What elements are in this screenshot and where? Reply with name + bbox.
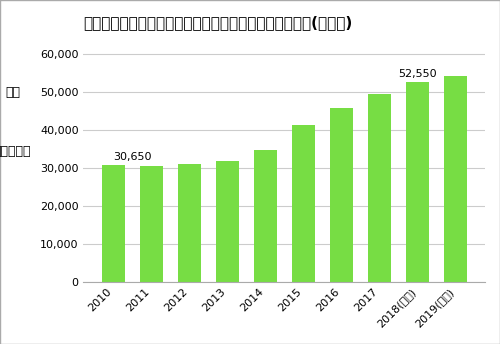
Text: 30,650: 30,650 bbox=[113, 152, 152, 162]
Text: （百万円）: （百万円） bbox=[0, 145, 31, 158]
Bar bbox=[406, 83, 428, 281]
Bar bbox=[216, 161, 238, 281]
Bar bbox=[292, 126, 314, 281]
Bar bbox=[368, 94, 390, 281]
Bar bbox=[444, 76, 466, 281]
Bar bbox=[178, 164, 201, 281]
Text: 【グラフ１】日本のたんぱく質・アミノ酸市場規模推移(販売高): 【グラフ１】日本のたんぱく質・アミノ酸市場規模推移(販売高) bbox=[84, 15, 352, 30]
Bar bbox=[330, 108, 352, 281]
Text: 単位: 単位 bbox=[5, 86, 20, 99]
Bar bbox=[140, 166, 162, 281]
Text: 52,550: 52,550 bbox=[398, 69, 436, 79]
Bar bbox=[254, 150, 276, 281]
Bar bbox=[102, 165, 124, 281]
